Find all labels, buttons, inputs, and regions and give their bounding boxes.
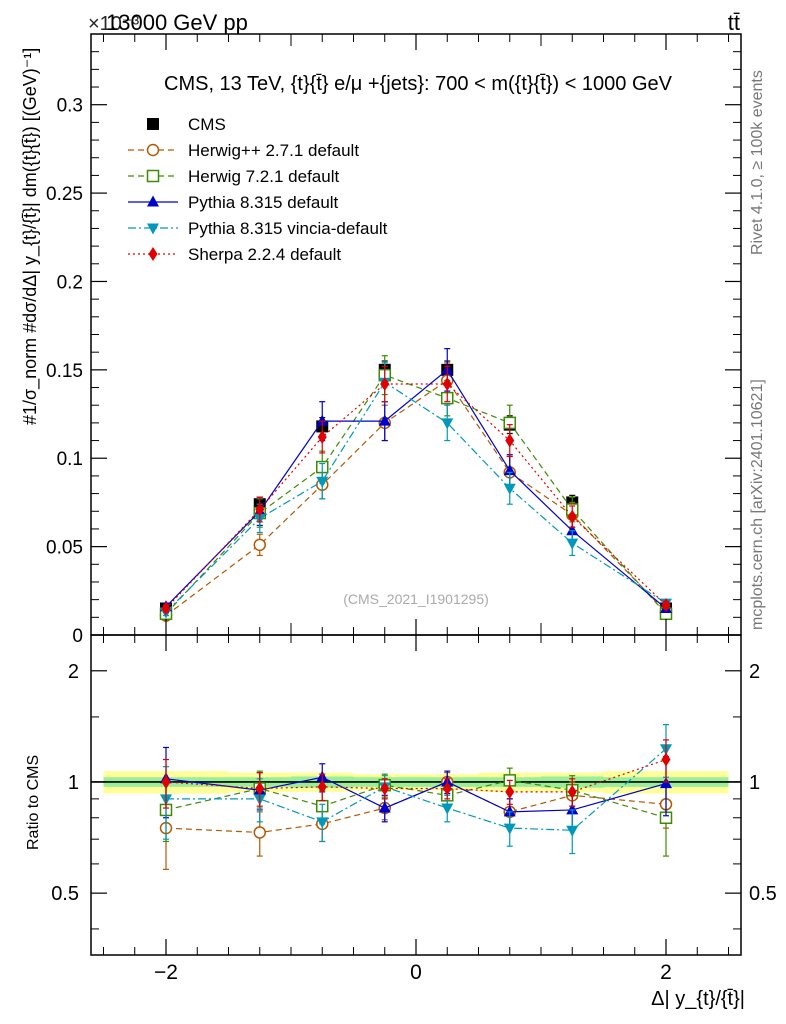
- main-series-5-point: [161, 601, 171, 616]
- main-y-tick-label: 0.05: [46, 538, 83, 559]
- main-series-4-point: [566, 538, 579, 550]
- ratio-series-4-point: [317, 779, 327, 794]
- main-axes: 0 0.05 0.1 0.15 0.2 0.25 0.3: [46, 34, 741, 647]
- main-series-5-point: [255, 502, 265, 517]
- legend-marker-5: [148, 247, 158, 261]
- main-series-5-point: [380, 376, 390, 391]
- ratio-axes: 0.5 0.5 1 1 2 2 −2 0 2: [51, 635, 777, 984]
- ratio-y-tick-label-right: 1: [749, 772, 760, 794]
- main-marks: [159, 348, 673, 622]
- legend-marker-4: [147, 223, 159, 235]
- ratio-series-4-point: [442, 781, 452, 796]
- ratio-y-tick-label: 1: [68, 772, 79, 794]
- main-series-5-point: [567, 509, 577, 524]
- ratio-series-4-point: [567, 784, 577, 799]
- ratio-series-3-point: [566, 825, 579, 837]
- legend-marker-1: [146, 143, 160, 157]
- ratio-marks: [159, 723, 673, 870]
- legend-label-4: Pythia 8.315 vincia-default: [188, 219, 388, 238]
- energy-label: 13000 GeV pp: [106, 10, 248, 35]
- main-y-tick-label: 0.1: [57, 449, 83, 470]
- main-y-tick-label: 0.2: [57, 272, 83, 293]
- mcplots-label: mcplots.cern.ch [arXiv:2401.10621]: [749, 379, 766, 630]
- main-panel: 0 0.05 0.1 0.15 0.2 0.25 0.3 CMS, 13 TeV, {t}{…: [20, 33, 742, 647]
- ratio-series-3-point: [316, 817, 329, 829]
- legend: CMS Herwig++ 2.7.1 default Herwig 7.2.1 de…: [128, 115, 388, 264]
- main-series-4-point: [503, 483, 516, 495]
- ratio-y-tick-label: 0.5: [51, 883, 79, 905]
- main-series-5-point: [505, 433, 515, 448]
- legend-label-2: Herwig 7.2.1 default: [188, 167, 339, 186]
- ratio-panel: 0.5 0.5 1 1 2 2 −2 0 2 Ratio to CMS Δ| y_{t}/{t̄…: [25, 634, 777, 1010]
- ratio-y-tick-label: 2: [68, 661, 79, 683]
- ratio-y-tick-label-right: 2: [749, 661, 760, 683]
- ratio-series-2-line: [165, 776, 667, 813]
- main-series-1-line: [165, 379, 667, 617]
- main-series-2-line: [165, 374, 667, 615]
- main-y-tick-label: 0: [72, 626, 83, 647]
- legend-marker-3: [147, 195, 159, 207]
- ratio-series-3-point: [503, 823, 516, 835]
- ratio-series-2-point: [378, 801, 391, 813]
- legend-label-5: Sherpa 2.2.4 default: [188, 245, 341, 264]
- main-series-5-line: [165, 383, 667, 609]
- process-label: tt̄: [728, 10, 740, 35]
- ratio-series-4-point: [505, 784, 515, 799]
- main-y-axis-label: #1/σ_norm #dσ/dΔ| y_{t}/{t̄}| dm({t}{t̄}…: [20, 48, 41, 425]
- ratio-series-2-point: [660, 777, 672, 789]
- legend-marker-0: [147, 118, 159, 130]
- main-series-3-point: [566, 524, 579, 536]
- x-axis-label: Δ| y_{t}/{t̄}|: [651, 988, 745, 1010]
- ratio-y-tick-label-right: 0.5: [749, 883, 777, 905]
- main-series-5-point: [317, 430, 327, 445]
- rivet-label: Rivet 4.1.0, ≥ 100k events: [749, 70, 766, 255]
- main-series-4-line: [165, 381, 667, 613]
- ratio-series-0-point: [253, 826, 266, 839]
- x-tick-label: 2: [660, 961, 672, 984]
- ratio-series-2-point: [503, 805, 516, 817]
- main-y-tick-label: 0.25: [46, 184, 83, 205]
- legend-label-0: CMS: [188, 115, 226, 134]
- ratio-series-4-point: [161, 774, 171, 789]
- main-series-4-point: [316, 476, 329, 488]
- y-exponent-label: ×10⁻³: [88, 13, 139, 35]
- ratio-series-2-point: [566, 803, 579, 815]
- legend-label-3: Pythia 8.315 default: [188, 193, 339, 212]
- plot-title: CMS, 13 TeV, {t}{t̄} e/μ +{jets}: 700 < …: [164, 73, 673, 95]
- ratio-series-3-point: [441, 803, 454, 815]
- x-tick-label: −2: [154, 961, 178, 984]
- ratio-series-4-point: [661, 752, 671, 767]
- ratio-series-4-line: [165, 758, 667, 793]
- watermark-label: (CMS_2021_I1901295): [343, 591, 489, 607]
- main-y-tick-label: 0.3: [57, 96, 83, 117]
- ratio-series-4-point: [255, 781, 265, 796]
- main-series-5-point: [661, 597, 671, 612]
- ratio-series-4-point: [380, 781, 390, 796]
- legend-marker-2: [146, 169, 160, 183]
- main-series-0-line: [166, 370, 666, 609]
- main-y-tick-label: 0.15: [46, 361, 83, 382]
- main-series-3-point: [378, 414, 391, 426]
- main-series-1-point: [253, 538, 266, 552]
- main-series-4-point: [441, 418, 454, 430]
- main-series-3-line: [165, 368, 667, 609]
- main-series-5-point: [442, 376, 452, 391]
- ratio-y-axis-label: Ratio to CMS: [25, 755, 42, 850]
- legend-label-1: Herwig++ 2.7.1 default: [188, 141, 359, 160]
- main-series-3-point: [316, 414, 329, 426]
- x-tick-label: 0: [410, 961, 422, 984]
